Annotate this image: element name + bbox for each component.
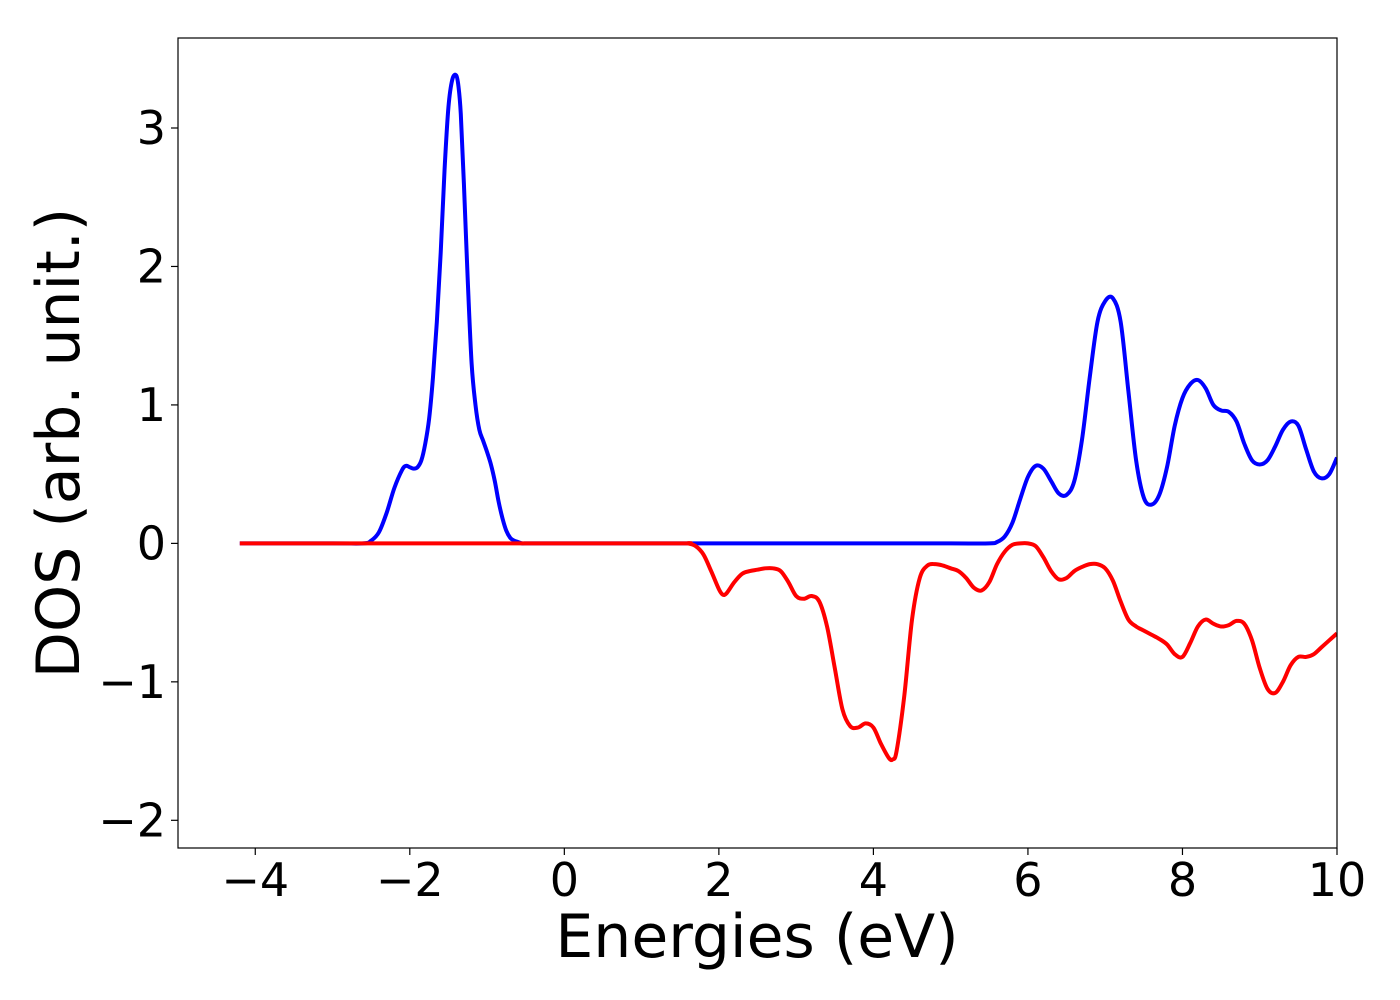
x-tick-label: 6 [1013, 853, 1042, 907]
series-line-2 [239, 541, 1337, 763]
x-tick-label: 8 [1168, 853, 1197, 907]
y-tick-label: 2 [137, 239, 166, 293]
x-tick-label: 4 [859, 853, 888, 907]
x-axis-label: Energies (eV) [555, 902, 958, 972]
plot-layer [239, 72, 1337, 763]
y-tick-label: 0 [137, 516, 166, 570]
y-tick-label: 3 [137, 101, 166, 155]
x-tick-label: 10 [1308, 853, 1367, 907]
x-axis-ticks: −4 −2 0 2 4 6 8 10 [221, 848, 1366, 907]
plot-frame [177, 37, 1338, 849]
x-tick-label: −4 [221, 853, 289, 907]
x-tick-label: 2 [704, 853, 733, 907]
x-tick-label: −2 [376, 853, 444, 907]
x-tick-label: 0 [550, 853, 579, 907]
y-tick-label: −2 [98, 793, 166, 847]
y-axis-ticks: −2 −1 0 1 2 3 [98, 101, 178, 847]
y-axis-label: DOS (arb. unit.) [24, 208, 94, 678]
y-tick-label: 1 [137, 378, 166, 432]
y-tick-label: −1 [98, 655, 166, 709]
series-line-1 [239, 72, 1337, 546]
